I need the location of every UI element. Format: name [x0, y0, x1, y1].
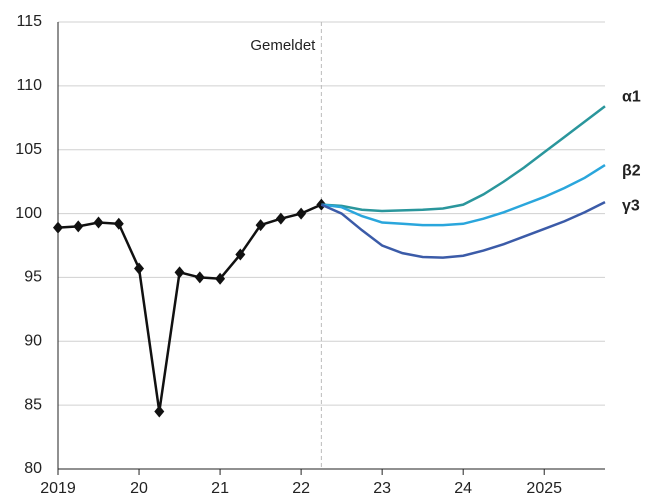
x-tick-label: 21: [211, 480, 229, 497]
data-point: [93, 216, 104, 229]
x-tick-label: 22: [292, 480, 310, 497]
data-point: [154, 405, 165, 418]
data-point: [255, 219, 266, 232]
x-tick-label: 24: [454, 480, 472, 497]
x-tick-label: 2025: [526, 480, 562, 497]
data-point: [235, 248, 246, 261]
data-point: [275, 212, 286, 225]
y-tick-label: 85: [24, 396, 42, 413]
data-point: [296, 207, 307, 220]
y-tick-label: 80: [24, 460, 42, 477]
series-line: [57, 203, 322, 412]
data-point: [215, 272, 226, 285]
series-label: β2: [622, 162, 641, 179]
y-tick-label: 115: [16, 13, 42, 30]
annotation-text: Gemeldet: [250, 37, 316, 54]
y-tick-label: 95: [24, 269, 42, 286]
data-point: [134, 262, 145, 275]
y-tick-label: 110: [16, 77, 42, 94]
series-line: [321, 163, 606, 227]
data-point: [194, 271, 205, 284]
x-tick-label: 2019: [40, 480, 76, 497]
series-label: α1: [622, 89, 641, 106]
series-line: [321, 105, 606, 213]
data-point: [113, 217, 124, 230]
y-tick-label: 100: [15, 205, 42, 222]
data-point: [53, 221, 63, 234]
series-label: γ3: [622, 197, 640, 214]
y-tick-label: 105: [15, 141, 42, 158]
data-point: [73, 220, 84, 233]
y-tick-label: 90: [24, 333, 42, 350]
series-line: [320, 200, 606, 259]
data-point: [174, 266, 185, 279]
x-tick-label: 23: [373, 480, 391, 497]
x-tick-label: 20: [130, 480, 148, 497]
